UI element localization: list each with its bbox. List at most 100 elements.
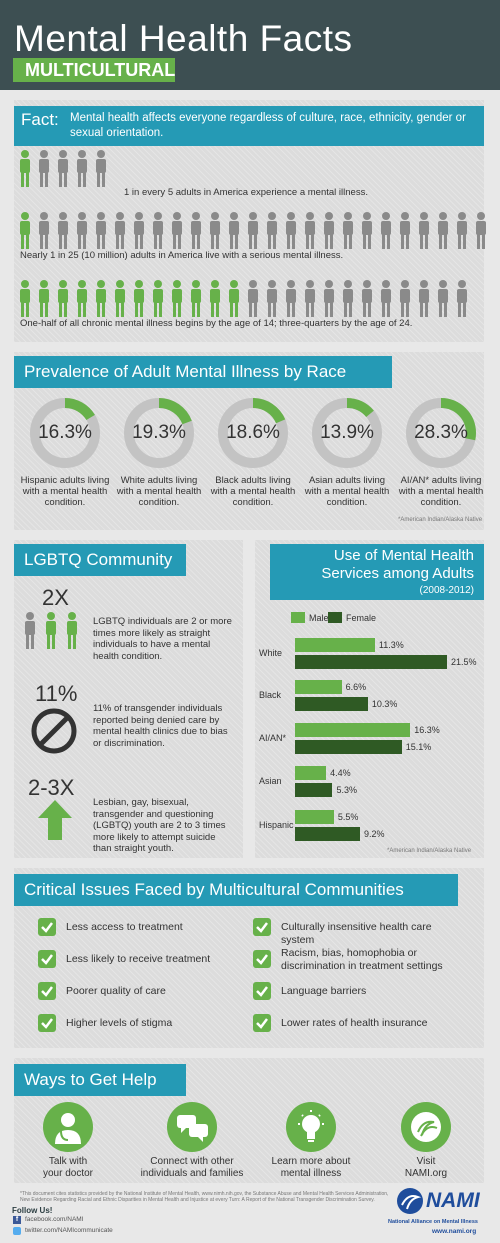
person-icon <box>417 280 431 317</box>
check-icon <box>38 918 56 936</box>
donut-chart <box>216 396 290 470</box>
fact-banner: Fact: Mental health affects everyone reg… <box>14 106 484 146</box>
issue-item: Racism, bias, homophobia or discriminati… <box>281 947 443 972</box>
check-icon <box>38 982 56 1000</box>
issue-item: Culturally insensitive health care syste… <box>281 921 432 946</box>
arrow-up-icon <box>38 800 72 840</box>
lightbulb-icon[interactable] <box>286 1102 336 1152</box>
person-icon <box>341 280 355 317</box>
bar-male <box>295 810 334 824</box>
bar-value-label: 21.5% <box>451 657 477 667</box>
person-icon <box>474 212 488 249</box>
issue-item: Less access to treatment <box>66 921 183 933</box>
donut-value: 13.9% <box>320 422 374 443</box>
person-icon <box>56 280 70 317</box>
services-title-line1: Use of Mental Health <box>333 547 474 564</box>
bar-value-label: 15.1% <box>405 742 432 752</box>
bar-value-label: 6.6% <box>345 682 367 692</box>
person-icon <box>18 150 32 187</box>
person-icon <box>379 212 393 249</box>
category-label: Black <box>259 690 282 700</box>
lgbtq-title: LGBTQ Community <box>14 544 186 576</box>
person-icon <box>303 280 317 317</box>
person-icon <box>189 212 203 249</box>
person-icon <box>113 212 127 249</box>
fact-label: Fact: <box>21 110 59 129</box>
follow-us: Follow Us! <box>12 1206 53 1215</box>
person-icon <box>303 212 317 249</box>
person-icon <box>75 150 89 187</box>
bar-female <box>295 827 361 841</box>
issue-item: Language barriers <box>281 985 367 997</box>
person-icon <box>379 280 393 317</box>
person-icon <box>436 280 450 317</box>
lgbtq-text-3: Lesbian, gay, bisexual, transgender and … <box>93 797 226 854</box>
donut-label: AI/AN* adults living with a mental healt… <box>398 475 484 508</box>
check-icon <box>253 950 271 968</box>
prevalence-footnote: *American Indian/Alaska Native <box>398 517 483 523</box>
lgbtq-stat-2x: 2X <box>42 585 69 610</box>
person-icon <box>284 280 298 317</box>
donut-value: 16.3% <box>38 422 92 443</box>
stat-text-1: 1 in every 5 adults in America experienc… <box>124 187 368 198</box>
issue-item: Poorer quality of care <box>66 985 166 997</box>
person-icon <box>75 280 89 317</box>
bar-value-label: 4.4% <box>330 768 351 778</box>
person-icon <box>170 212 184 249</box>
issues-title: Critical Issues Faced by Multicultural C… <box>14 874 458 906</box>
person-icon <box>151 280 165 317</box>
person-icon <box>189 280 203 317</box>
person-icon <box>151 212 165 249</box>
check-icon <box>253 982 271 1000</box>
donut-chart <box>122 396 196 470</box>
person-icon <box>265 212 279 249</box>
services-title-bar: Use of Mental Health Services among Adul… <box>270 544 484 600</box>
person-icon <box>398 212 412 249</box>
services-title-line2: Services among Adults <box>321 565 474 582</box>
bar-value-label: 5.3% <box>336 785 357 795</box>
page-subtitle: MULTICULTURAL <box>13 58 175 82</box>
person-icon <box>75 212 89 249</box>
footer-sources: *This document cites statistics provided… <box>20 1191 389 1203</box>
person-icon <box>94 150 108 187</box>
prohibited-icon <box>30 707 78 755</box>
page-title: Mental Health Facts <box>14 18 353 59</box>
person-icon <box>18 280 32 317</box>
person-icon <box>246 212 260 249</box>
lgbtq-text-1: LGBTQ individuals are 2 or more times mo… <box>93 616 232 662</box>
person-icon <box>398 280 412 317</box>
lgbtq-stat-11: 11% <box>35 681 78 706</box>
lgbtq-people-icon <box>22 612 84 650</box>
person-icon <box>18 212 32 249</box>
bar-value-label: 9.2% <box>364 829 385 839</box>
bar-value-label: 5.5% <box>337 812 359 822</box>
donut-label: White adults living with a mental health… <box>116 475 202 508</box>
fact-text: Mental health affects everyone regardles… <box>70 112 466 139</box>
person-icon <box>132 212 146 249</box>
check-icon <box>253 1014 271 1032</box>
stat-text-3: One-half of all chronic mental illness b… <box>20 318 413 329</box>
prevalence-title: Prevalence of Adult Mental Illness by Ra… <box>14 356 392 388</box>
lgbtq-stat-2-3x: 2-3X <box>28 775 75 800</box>
person-icon <box>455 280 469 317</box>
doctor-icon[interactable] <box>43 1102 93 1152</box>
bar-female <box>295 783 333 797</box>
twitter-link[interactable]: twitter.com/NAMIcommunicate <box>25 1227 113 1234</box>
donut-value: 18.6% <box>226 422 280 443</box>
facebook-link[interactable]: facebook.com/NAMI <box>25 1216 84 1223</box>
stat-text-2: Nearly 1 in 25 (10 million) adults in Am… <box>20 250 344 261</box>
nami-swirl-icon[interactable] <box>401 1102 451 1152</box>
check-icon <box>38 950 56 968</box>
chat-bubbles-icon[interactable] <box>167 1102 217 1152</box>
person-icon <box>360 280 374 317</box>
header: Mental Health Facts MULTICULTURAL <box>0 0 500 90</box>
person-icon <box>37 280 51 317</box>
person-icon <box>94 280 108 317</box>
category-label: White <box>259 648 283 658</box>
issue-item: Higher levels of stigma <box>66 1017 173 1029</box>
bar-value-label: 11.3% <box>378 640 404 650</box>
category-label: Hispanic <box>259 820 294 830</box>
nami-logo-text: NAMI <box>426 1189 480 1212</box>
twitter-icon <box>13 1227 21 1235</box>
person-icon <box>227 280 241 317</box>
